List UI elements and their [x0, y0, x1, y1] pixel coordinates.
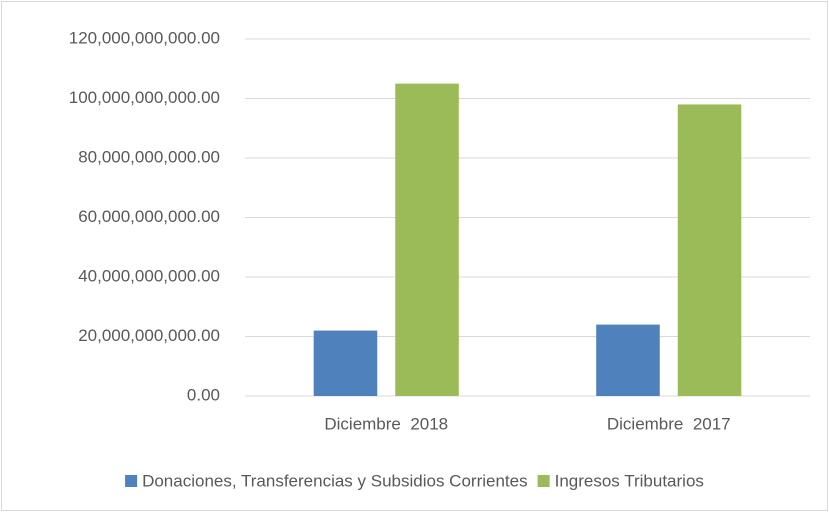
y-tick-label: 40,000,000,000.00 — [78, 266, 220, 285]
y-tick-label: 0.00 — [187, 385, 220, 404]
bar — [596, 324, 660, 396]
x-tick-label: Diciembre 2017 — [607, 414, 731, 433]
bar — [313, 330, 378, 396]
legend-label: Donaciones, Transferencias y Subsidios C… — [142, 471, 528, 490]
bar — [677, 104, 742, 396]
y-tick-label: 20,000,000,000.00 — [78, 326, 220, 345]
legend-swatch — [537, 475, 550, 487]
y-tick-label: 100,000,000,000.00 — [69, 88, 220, 107]
legend-swatch — [125, 475, 138, 487]
legend-label: Ingresos Tributarios — [555, 471, 704, 490]
legend-item: Ingresos Tributarios — [537, 471, 704, 490]
y-tick-label: 60,000,000,000.00 — [78, 207, 220, 226]
x-tick-label: Diciembre 2018 — [324, 414, 448, 433]
legend-item: Donaciones, Transferencias y Subsidios C… — [125, 471, 528, 490]
bar — [395, 83, 459, 396]
y-tick-label: 120,000,000,000.00 — [69, 28, 220, 47]
y-tick-label: 80,000,000,000.00 — [78, 147, 220, 166]
